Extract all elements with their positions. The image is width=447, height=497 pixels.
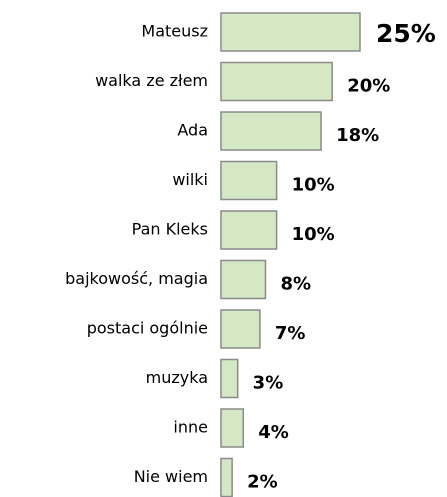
- bar: [220, 309, 261, 349]
- value-label: 4%: [258, 422, 289, 443]
- bar: [220, 12, 361, 52]
- bar: [220, 160, 278, 201]
- category-label: Mateusz: [141, 22, 208, 41]
- value-label: 8%: [280, 274, 311, 295]
- value-label: 10%: [292, 224, 335, 245]
- bar: [220, 457, 233, 497]
- value-label: 18%: [336, 125, 379, 146]
- value-label: 2%: [247, 472, 278, 493]
- category-label: postaci ogólnie: [87, 319, 208, 338]
- category-label: walka ze złem: [95, 71, 208, 90]
- value-label: 20%: [347, 76, 390, 97]
- bar: [220, 111, 322, 151]
- category-label: Ada: [177, 121, 208, 140]
- value-label: 7%: [275, 323, 306, 344]
- bar: [220, 210, 278, 250]
- category-label: Pan Kleks: [132, 220, 208, 239]
- bar: [220, 358, 239, 399]
- bar: [220, 61, 333, 102]
- category-label: Nie wiem: [134, 467, 208, 486]
- category-label: bajkowość, magia: [65, 269, 208, 288]
- category-label: wilki: [172, 170, 208, 189]
- category-label: inne: [173, 418, 208, 437]
- value-label: 10%: [292, 175, 335, 196]
- category-label: muzyka: [146, 368, 208, 387]
- value-label: 25%: [376, 19, 436, 48]
- bar: [220, 259, 267, 300]
- bar: [220, 408, 244, 448]
- value-label: 3%: [253, 373, 284, 394]
